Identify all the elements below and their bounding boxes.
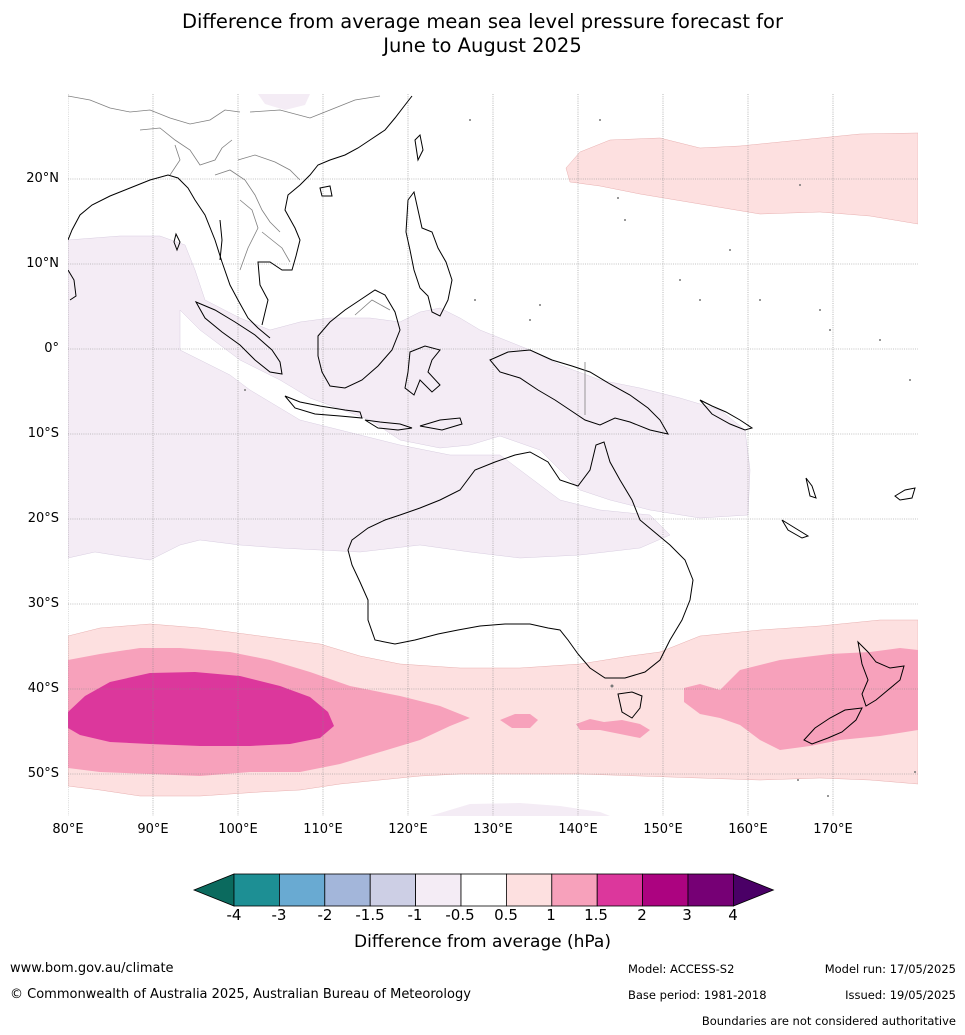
map-canvas	[68, 94, 918, 816]
coast-sri-lanka	[173, 232, 181, 252]
colorbar-tick-label: -1	[407, 906, 423, 924]
colorbar-tick-label: -0.5	[445, 906, 475, 924]
title-line-2: June to August 2025	[383, 34, 582, 57]
graticule	[68, 94, 918, 816]
lon-label: 100°E	[218, 822, 258, 837]
coast-vanuatu	[805, 477, 817, 499]
coast-nz-north	[857, 640, 905, 707]
coast-australia	[347, 441, 694, 679]
colorbar-swatch	[642, 873, 689, 907]
colorbar-tick-label: 4	[728, 906, 738, 924]
anomaly-region-1-small-b	[576, 719, 650, 738]
colorbar-swatch	[415, 873, 462, 907]
coast-asia-mainland	[68, 95, 413, 339]
lat-label: 50°S	[27, 766, 59, 781]
anomaly-region-0-5-pacific	[565, 132, 918, 225]
coast-timor	[419, 417, 463, 431]
colorbar-high-extend	[733, 873, 775, 907]
colorbar-tick-label: -1.5	[355, 906, 385, 924]
small-islands	[244, 119, 916, 797]
lat-label: 10°S	[27, 426, 59, 441]
colorbar-swatch	[551, 873, 598, 907]
lon-label: 150°E	[643, 822, 683, 837]
coastlines	[68, 95, 916, 745]
colorbar-title: Difference from average (hPa)	[354, 932, 611, 952]
coast-sulawesi	[404, 345, 441, 396]
coast-andaman	[219, 219, 223, 261]
colorbar-tick-label: 1	[546, 906, 556, 924]
colorbar-swatch	[278, 873, 326, 907]
map-title: Difference from average mean sea level p…	[0, 10, 965, 58]
lat-label: 30°S	[27, 596, 59, 611]
colorbar-tick-label: 1.5	[584, 906, 608, 924]
colorbar-swatch	[233, 873, 280, 907]
colorbar-low-extend	[192, 873, 235, 907]
colorbar-tick-label: -4	[226, 906, 242, 924]
coast-fiji	[894, 487, 916, 501]
colorbar-tick-label: 2	[637, 906, 647, 924]
lon-label: 120°E	[388, 822, 428, 837]
lon-label: 130°E	[473, 822, 513, 837]
colorbar-tick-label: -2	[317, 906, 333, 924]
coast-taiwan	[414, 133, 424, 162]
coast-new-caledonia	[781, 519, 810, 539]
copyright-text: © Commonwealth of Australia 2025, Austra…	[10, 987, 471, 1002]
colorbar-swatch	[369, 873, 417, 907]
coast-java	[284, 395, 363, 419]
forecast-map: 20°N 10°N 0° 10°S 20°S 30°S 40°S 50°S 80…	[26, 94, 918, 837]
model-run-date: Model run: 17/05/2025	[824, 962, 956, 976]
lon-label: 90°E	[137, 822, 169, 837]
anomaly-region-minus-0-5-south	[430, 803, 610, 816]
colorbar-tick-label: 0.5	[494, 906, 518, 924]
coast-sumatra	[194, 300, 283, 375]
base-period: Base period: 1981-2018	[628, 988, 767, 1002]
lat-label: 10°N	[26, 256, 59, 271]
lon-label: 110°E	[303, 822, 343, 837]
lon-label: 160°E	[728, 822, 768, 837]
anomaly-region-1-east	[684, 648, 918, 750]
coast-philippines	[405, 190, 453, 317]
coast-tasmania	[617, 691, 643, 719]
colorbar-tick-label: -3	[271, 906, 287, 924]
website-link[interactable]: www.bom.gov.au/climate	[10, 961, 174, 976]
title-line-1: Difference from average mean sea level p…	[182, 10, 783, 33]
lon-label: 170°E	[813, 822, 853, 837]
colorbar-swatch	[596, 873, 644, 907]
coast-nz-south	[803, 707, 863, 745]
colorbar	[192, 873, 775, 907]
lat-label: 40°S	[27, 681, 59, 696]
lon-label: 80°E	[52, 822, 84, 837]
model-name: Model: ACCESS-S2	[628, 962, 735, 976]
lat-label: 20°S	[27, 511, 59, 526]
anomaly-region-minus-0-5-north	[258, 94, 310, 110]
colorbar-swatch	[687, 873, 734, 907]
anomaly-region-minus-0-5-tropics	[68, 235, 751, 561]
issued-date: Issued: 19/05/2025	[845, 988, 956, 1002]
boundaries-disclaimer: Boundaries are not considered authoritat…	[701, 1014, 956, 1028]
anomaly-region-1-small-a	[500, 714, 538, 728]
coast-sunda	[364, 419, 413, 431]
colorbar-swatch	[505, 873, 553, 907]
anomaly-region-1-5-core	[68, 672, 334, 746]
colorbar-swatch	[460, 873, 507, 907]
coast-borneo	[317, 289, 401, 389]
country-borders	[68, 95, 586, 415]
coast-hainan	[319, 185, 333, 197]
colorbar-swatch	[324, 873, 371, 907]
lat-label: 0°	[44, 341, 59, 356]
colorbar-tick-label: 3	[682, 906, 692, 924]
coast-india-tip	[68, 269, 77, 301]
coast-new-guinea	[489, 349, 669, 435]
lat-label: 20°N	[26, 171, 59, 186]
coast-solomons	[699, 399, 754, 431]
lon-label: 140°E	[558, 822, 598, 837]
